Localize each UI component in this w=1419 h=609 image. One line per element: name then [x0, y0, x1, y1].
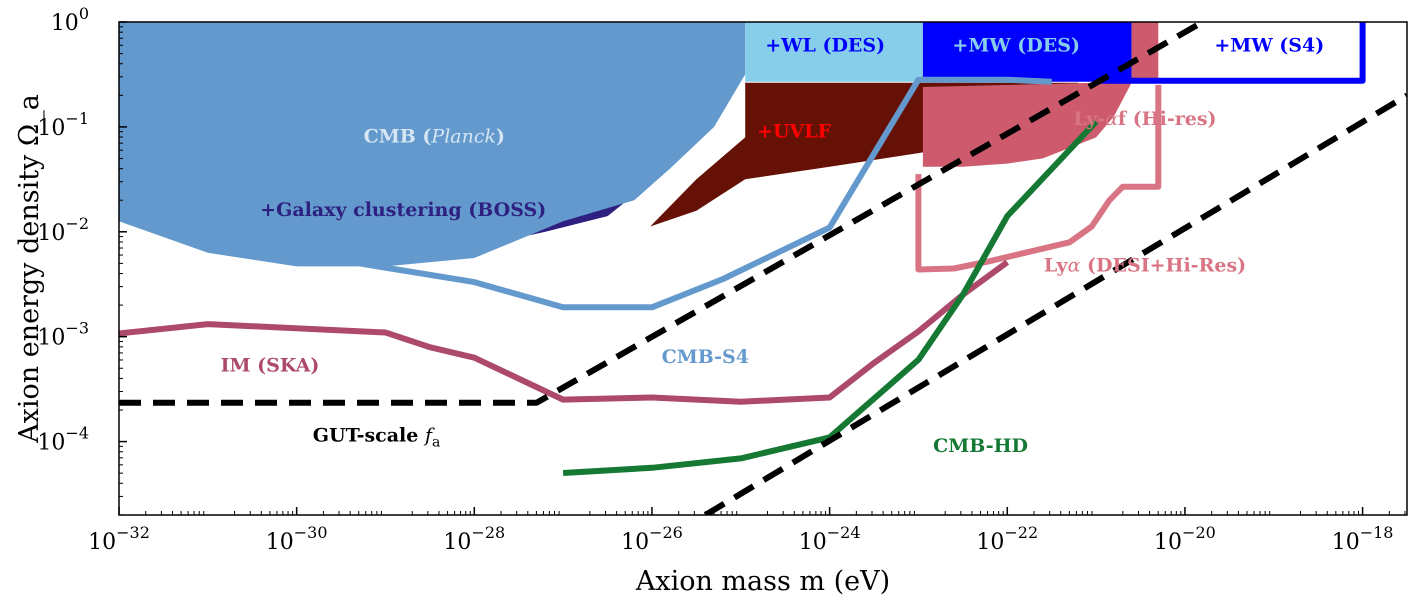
region-wl-des [745, 22, 923, 82]
label-gut-part: GUT-scale [313, 425, 425, 447]
label-cmbhd-part: CMB-HD [933, 435, 1028, 457]
x-axis-title: Axion mass m (eV) [635, 566, 890, 597]
series-im-ska [119, 259, 1010, 405]
label-lyaf-part: Ly- [1073, 108, 1105, 130]
region-ly-alpha-f-hi-res [922, 22, 1159, 167]
label-uvlf: +UVLF [757, 120, 832, 142]
label-cmb: CMB (Planck) [364, 126, 505, 148]
label-lya-part: (DESI+Hi-Res) [1080, 255, 1246, 277]
label-mwdes: +MW (DES) [952, 34, 1080, 56]
y-tick-label: 10−1 [37, 109, 89, 141]
x-tick-label: 10−24 [799, 523, 861, 555]
labels-layer: CMB (Planck) +Galaxy clustering (BOSS) +UV… [221, 34, 1325, 457]
label-gut: GUT-scale fa [313, 425, 441, 451]
label-lya: Lyα (DESI+Hi-Res) [1044, 255, 1246, 277]
label-ska-part: IM (SKA) [221, 354, 320, 376]
label-mws4-part: +MW (S4) [1214, 34, 1324, 56]
label-cmbhd: CMB-HD [933, 435, 1028, 457]
plot-frame [118, 21, 1408, 516]
series-gut-scale-upper [119, 22, 1205, 406]
label-ska: IM (SKA) [221, 354, 320, 376]
region-cmb-planck [119, 22, 746, 267]
label-lyaf-part: α [1105, 108, 1118, 130]
x-tick-label: 10−20 [1154, 523, 1216, 555]
label-cmb-part: CMB ( [364, 126, 432, 148]
y-tick-label: 100 [51, 4, 89, 36]
y-tick-label: 10−4 [37, 424, 89, 456]
label-uvlf-part: +UVLF [757, 120, 832, 142]
x-tick-label: 10−32 [88, 523, 150, 555]
label-mws4: +MW (S4) [1214, 34, 1324, 56]
label-lyaf: Ly-αf (Hi-res) [1073, 108, 1216, 130]
series-cmb-hd [562, 119, 1099, 476]
y-tick-label: 10−3 [37, 319, 89, 351]
label-wl-part: +WL (DES) [765, 34, 885, 56]
label-mwdes-part: +MW (DES) [952, 34, 1080, 56]
label-lya-part: α [1068, 255, 1081, 277]
x-tick-label: 10−28 [443, 523, 505, 555]
label-wl: +WL (DES) [765, 34, 885, 56]
series-gut-scale-lower [703, 92, 1407, 515]
region-mw-des [922, 22, 1132, 82]
label-gut-part: a [432, 435, 440, 451]
lines-layer [119, 22, 1407, 515]
series-ly-alpha-desi-hi-res [915, 84, 1162, 273]
y-axis-title: Axion energy density Ω_a [14, 94, 45, 444]
label-cmbs4: CMB-S4 [662, 346, 749, 368]
ticks-layer: 10−32 10−30 10−28 10−26 10−24 10−22 10−20 10−18… [37, 4, 1406, 555]
label-cmb-part: Planck [430, 126, 496, 148]
x-tick-label: 10−18 [1332, 523, 1394, 555]
label-boss-part: +Galaxy clustering (BOSS) [260, 199, 546, 221]
x-tick-label: 10−26 [621, 523, 683, 555]
series-cmb-s4 [358, 76, 1052, 311]
label-lyaf-part: f (Hi-res) [1118, 108, 1217, 130]
series-mw-s4 [1096, 22, 1366, 84]
x-tick-label: 10−30 [266, 523, 328, 555]
x-tick-label: 10−22 [976, 523, 1038, 555]
label-cmbs4-part: CMB-S4 [662, 346, 749, 368]
label-lya-part: Ly [1044, 255, 1069, 277]
label-boss: +Galaxy clustering (BOSS) [260, 199, 546, 221]
regions-layer [119, 22, 1159, 267]
label-gut-part: f [423, 425, 435, 447]
y-tick-label: 10−2 [37, 214, 89, 246]
label-cmb-part: ) [496, 126, 505, 148]
